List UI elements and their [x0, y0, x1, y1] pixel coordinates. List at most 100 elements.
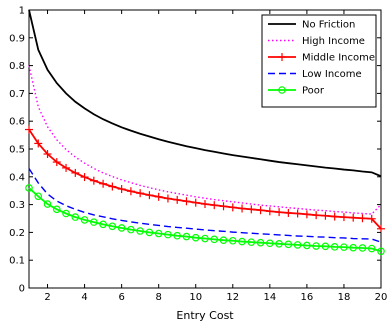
data-point-circle [25, 184, 33, 192]
legend-entry: High Income [268, 36, 365, 47]
x-tick-label: 16 [301, 292, 314, 303]
series-line [28, 65, 382, 215]
x-tick-label: 14 [263, 292, 276, 303]
data-point-circle [340, 243, 348, 251]
data-point-plus [367, 214, 376, 223]
data-point-circle [154, 229, 163, 238]
data-point-circle [201, 234, 209, 243]
legend-label: No Friction [302, 20, 355, 31]
data-point-plus [136, 189, 145, 198]
x-tick-label: 2 [44, 292, 50, 303]
series-layer [25, 9, 385, 256]
x-tick-label: 10 [189, 292, 202, 303]
data-point-plus [302, 210, 311, 219]
data-point-circle [164, 230, 172, 239]
data-point-circle [293, 241, 302, 249]
y-tick-label: 0.3 [9, 200, 25, 211]
data-point-plus [126, 187, 135, 196]
y-tick-label: 0.4 [9, 172, 25, 183]
data-point-plus [154, 192, 163, 201]
data-point-circle [284, 240, 293, 249]
data-point-circle [278, 86, 286, 94]
x-tick-label: 8 [155, 292, 161, 303]
data-point-circle [256, 238, 265, 247]
data-point-plus [163, 194, 172, 203]
data-point-plus [99, 179, 108, 188]
data-point-circle [117, 224, 126, 232]
data-point-plus [284, 208, 293, 217]
data-point-circle [349, 243, 358, 252]
data-point-circle [247, 238, 256, 246]
legend-label: Middle Income [302, 53, 375, 64]
data-point-circle [80, 216, 89, 224]
data-point-circle [312, 242, 320, 250]
data-point-plus [312, 211, 321, 220]
x-tick-label: 18 [338, 292, 351, 303]
data-point-circle [330, 243, 339, 251]
data-point-circle [367, 244, 376, 253]
data-point-plus [321, 211, 330, 220]
data-point-plus [358, 214, 367, 223]
data-point-plus [293, 209, 302, 218]
series-low-income [28, 168, 382, 243]
legend-entry: Middle Income [268, 53, 375, 64]
data-point-circle [210, 235, 219, 244]
x-axis-label: Entry Cost [176, 309, 234, 322]
legend: No Friction High Income Middle Income Low I… [261, 14, 377, 108]
data-point-plus [34, 139, 43, 148]
data-point-plus [25, 125, 33, 134]
data-point-circle [219, 236, 228, 244]
data-point-circle [182, 232, 191, 241]
data-point-circle [90, 218, 98, 226]
data-point-plus [191, 198, 200, 207]
data-point-circle [62, 209, 70, 218]
data-point-circle [173, 231, 182, 240]
y-tick-label: 0.6 [9, 117, 25, 128]
series-line [28, 9, 382, 178]
data-point-circle [34, 192, 43, 201]
data-point-plus [256, 206, 265, 215]
data-point-circle [266, 239, 274, 248]
legend-label: Poor [302, 86, 325, 97]
legend-label: Low Income [302, 69, 362, 80]
data-point-plus [330, 212, 339, 221]
data-point-plus [182, 197, 191, 206]
data-point-circle [228, 236, 237, 245]
data-point-plus [89, 176, 98, 185]
data-point-circle [145, 228, 154, 237]
data-point-circle [191, 233, 200, 242]
y-tick-label: 1 [19, 6, 25, 17]
data-point-plus [201, 200, 209, 209]
data-point-circle [303, 241, 311, 250]
data-point-plus [339, 213, 348, 222]
legend-label: High Income [302, 36, 365, 47]
y-tick-label: 0.2 [9, 228, 25, 239]
legend-entry: Poor [268, 86, 325, 97]
data-point-plus [278, 53, 286, 61]
series-high-income [28, 65, 382, 215]
data-point-circle [99, 220, 107, 229]
data-point-plus [247, 205, 256, 214]
data-point-circle [358, 244, 367, 252]
y-tick-label: 0.7 [9, 89, 25, 100]
data-point-plus [145, 191, 154, 200]
data-point-circle [127, 225, 135, 234]
data-point-circle [52, 205, 61, 214]
data-point-circle [108, 222, 117, 231]
axis-layer: 2 4 6 8 10 12 14 16 18 20 0 0.1 0.2 0.3 0.4 0.5 0.6 0.7 0.… [9, 6, 387, 304]
data-point-plus [117, 185, 126, 194]
series-poor [25, 184, 385, 256]
data-point-circle [275, 239, 283, 248]
data-point-circle [43, 200, 52, 208]
data-point-plus [228, 203, 237, 212]
legend-box [261, 14, 377, 108]
data-point-circle [238, 237, 246, 246]
data-point-plus [173, 195, 182, 204]
data-point-plus [80, 173, 89, 182]
legend-entry: No Friction [268, 20, 355, 31]
data-point-plus [275, 208, 284, 217]
x-tick-label: 12 [226, 292, 239, 303]
data-point-plus [210, 201, 219, 210]
data-point-plus [52, 158, 61, 167]
y-tick-label: 0 [19, 284, 25, 295]
